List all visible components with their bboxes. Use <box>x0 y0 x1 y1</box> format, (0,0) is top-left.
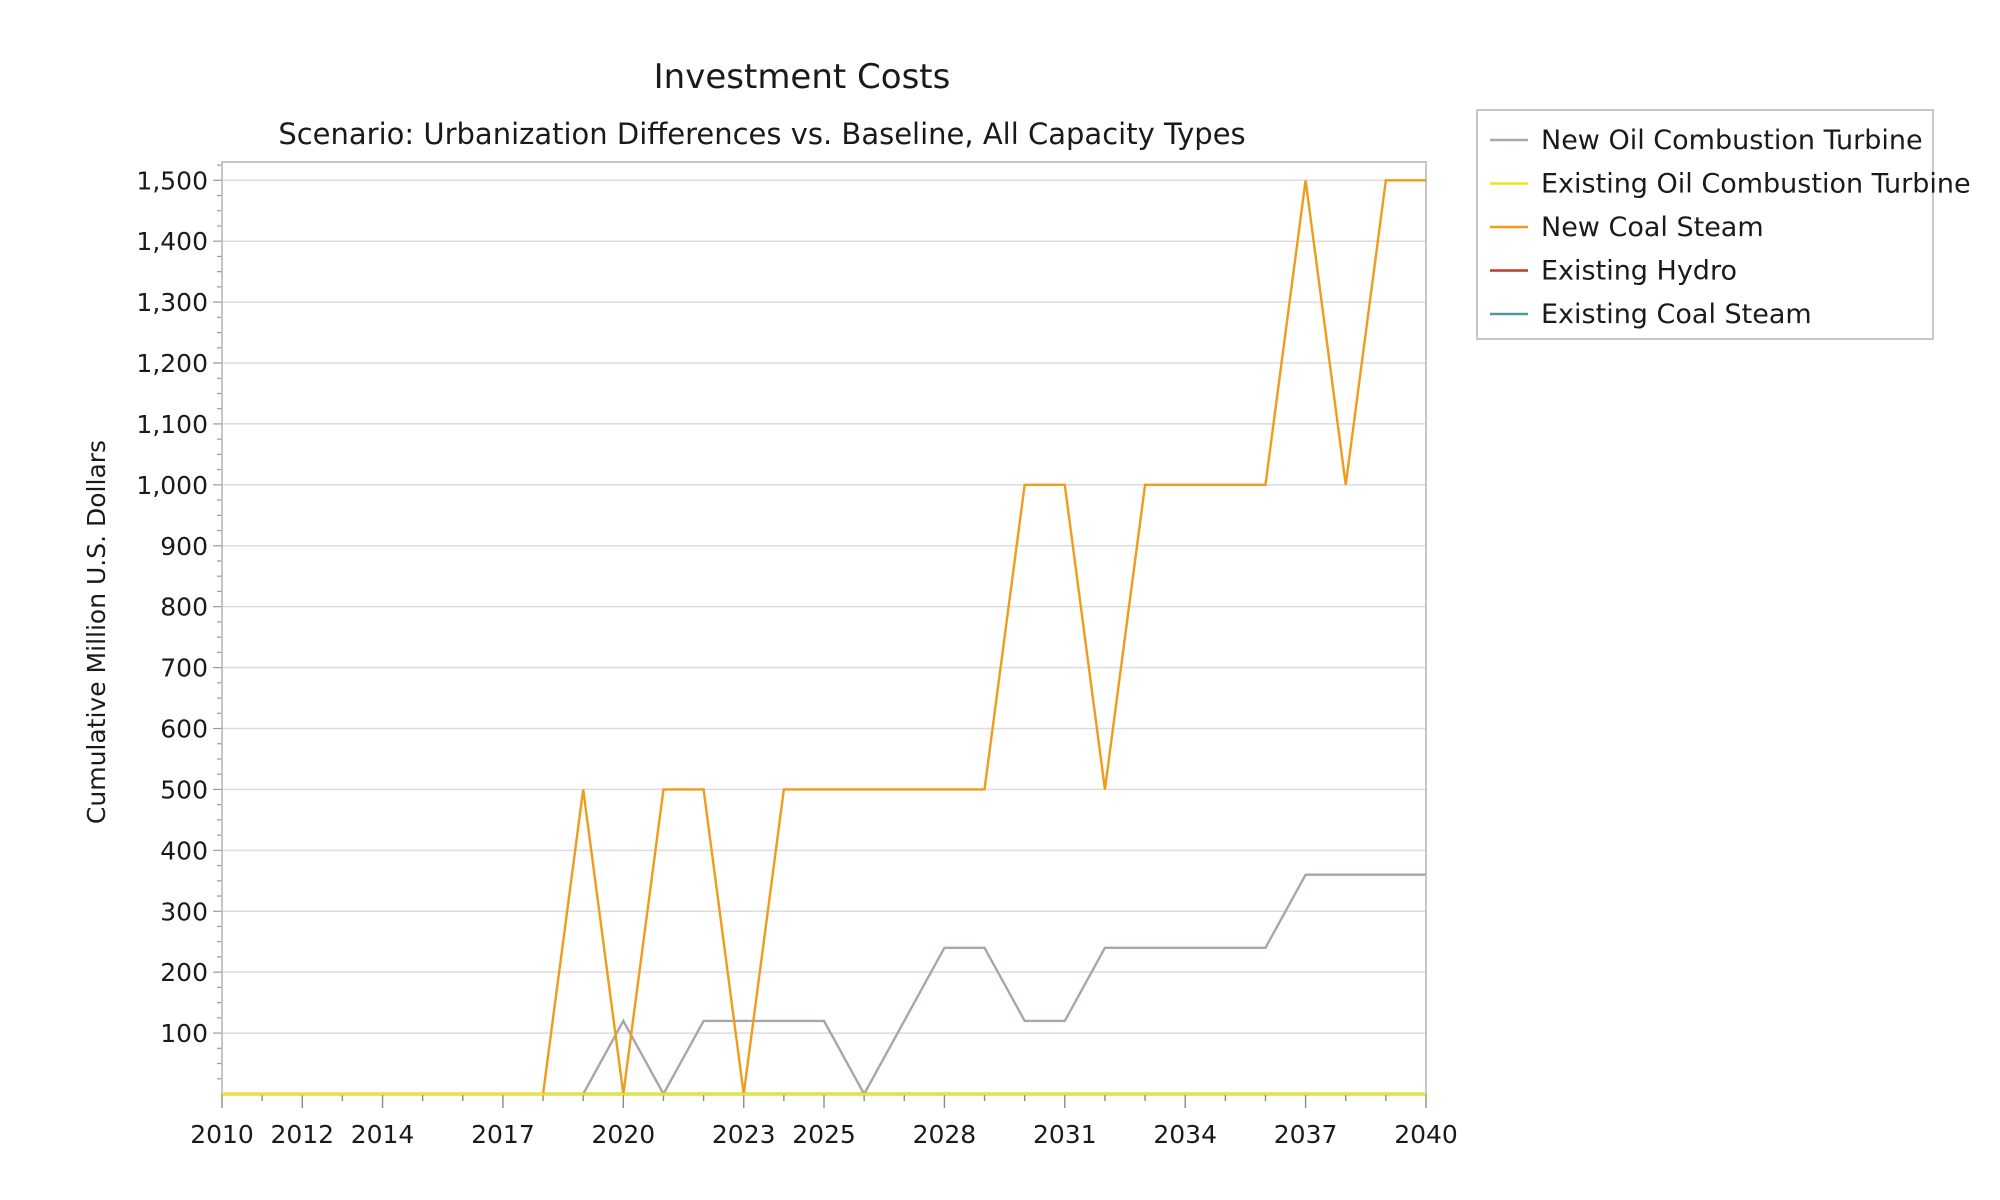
x-tick-label: 2040 <box>1394 1120 1458 1149</box>
legend-label: New Oil Combustion Turbine <box>1541 125 1923 156</box>
y-tick-label: 1,300 <box>136 288 208 317</box>
axes <box>213 161 1427 1108</box>
y-tick-label: 100 <box>160 1019 208 1048</box>
y-tick-label: 300 <box>160 897 208 926</box>
x-tick-label: 2014 <box>351 1120 415 1149</box>
series-line-new-coal-steam <box>222 179 1426 1096</box>
x-tick-label: 2023 <box>712 1120 776 1149</box>
y-tick-label: 800 <box>160 593 208 622</box>
y-tick-label: 1,100 <box>136 410 208 439</box>
x-tick-label: 2025 <box>792 1120 856 1149</box>
tick-labels: 100 200 300 400 500 600 700 800 900 1,000 1,100 1,2… <box>136 166 1457 1149</box>
y-tick-label: 700 <box>160 654 208 683</box>
legend-label: Existing Oil Combustion Turbine <box>1541 169 1971 200</box>
x-tick-label: 2020 <box>592 1120 656 1149</box>
y-tick-label: 1,500 <box>136 166 208 195</box>
chart-title: Investment Costs <box>654 57 951 97</box>
series-lines <box>222 179 1426 1097</box>
x-tick-label: 2010 <box>190 1120 254 1149</box>
legend-label: Existing Hydro <box>1541 256 1737 287</box>
y-tick-label: 1,200 <box>136 349 208 378</box>
y-axis-label: Cumulative Million U.S. Dollars <box>82 440 111 824</box>
legend-box <box>1476 109 1934 340</box>
y-tick-label: 500 <box>160 775 208 804</box>
y-tick-label: 900 <box>160 532 208 561</box>
chart-subtitle: Scenario: Urbanization Differences vs. B… <box>278 117 1245 151</box>
y-tick-label: 1,000 <box>136 471 208 500</box>
y-tick-label: 200 <box>160 958 208 987</box>
x-tick-label: 2034 <box>1153 1120 1217 1149</box>
legend-label: Existing Coal Steam <box>1541 299 1812 330</box>
x-tick-label: 2028 <box>913 1120 977 1149</box>
legend-label: New Coal Steam <box>1541 212 1764 243</box>
legend: New Oil Combustion Turbine Existing Oil C… <box>1476 109 1971 340</box>
y-tick-label: 400 <box>160 836 208 865</box>
y-tick-label: 600 <box>160 715 208 744</box>
x-tick-label: 2012 <box>270 1120 334 1149</box>
gridlines <box>222 179 1426 1034</box>
x-tick-label: 2017 <box>471 1120 535 1149</box>
series-line-new-oil-combustion-turbine <box>222 873 1426 1097</box>
x-tick-label: 2031 <box>1033 1120 1097 1149</box>
x-tick-label: 2037 <box>1274 1120 1338 1149</box>
y-tick-label: 1,400 <box>136 227 208 256</box>
